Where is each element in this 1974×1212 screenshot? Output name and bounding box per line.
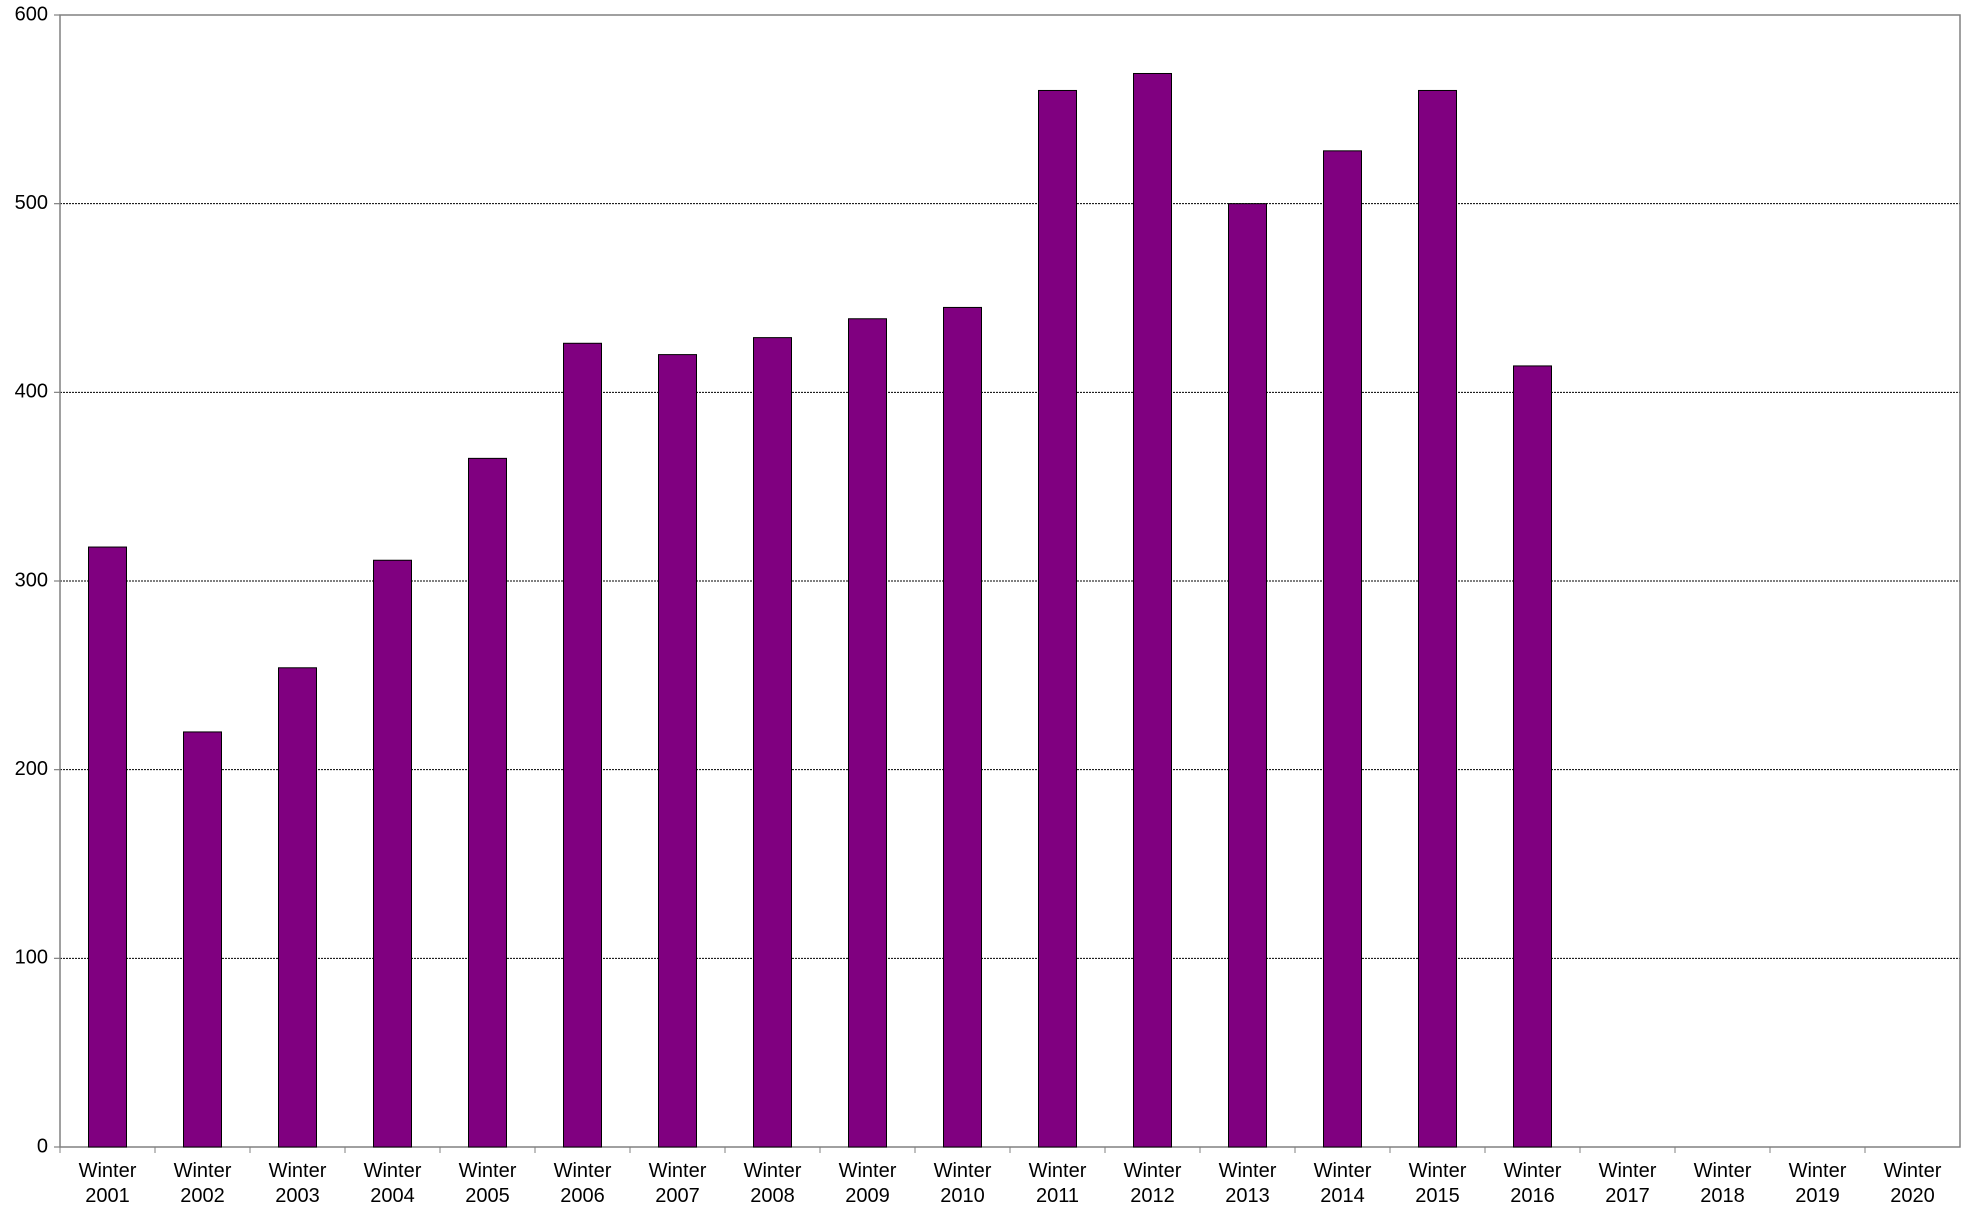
- x-tick-label-line: 2016: [1510, 1185, 1555, 1207]
- bar: [1133, 72, 1172, 1148]
- x-tick-label: Winter 2002: [174, 1160, 232, 1207]
- x-tick-label-line: 2001: [85, 1185, 130, 1207]
- x-tick-label: Winter 2018: [1694, 1160, 1752, 1207]
- x-tick-label-line: 2002: [180, 1185, 225, 1207]
- x-tick-label-line: 2018: [1700, 1185, 1745, 1207]
- x-tick-label-line: 2019: [1795, 1185, 1840, 1207]
- bar: [1323, 150, 1362, 1148]
- x-tick-label: Winter 2008: [744, 1160, 802, 1207]
- x-tick-label-line: Winter: [1504, 1160, 1562, 1182]
- x-tick-label-line: 2007: [655, 1185, 700, 1207]
- x-tick-label: Winter 2020: [1884, 1160, 1942, 1207]
- x-tick-label-line: Winter: [934, 1160, 992, 1182]
- x-tick-label-line: 2017: [1605, 1185, 1650, 1207]
- y-tick-label: 0: [37, 1135, 48, 1157]
- x-tick-label-line: 2005: [465, 1185, 510, 1207]
- x-tick-label-line: 2011: [1036, 1185, 1079, 1207]
- x-tick-label-line: Winter: [554, 1160, 612, 1182]
- bar: [848, 318, 887, 1148]
- x-tick-label-line: 2009: [845, 1185, 890, 1207]
- x-tick-label-line: Winter: [1219, 1160, 1277, 1182]
- x-tick-label: Winter 2013: [1219, 1160, 1277, 1207]
- x-tick-label-line: Winter: [364, 1160, 422, 1182]
- x-tick-label-line: Winter: [174, 1160, 232, 1182]
- x-tick-label-line: Winter: [744, 1160, 802, 1182]
- x-tick-label: Winter 2009: [839, 1160, 897, 1207]
- bar: [373, 559, 412, 1148]
- bar: [1038, 89, 1077, 1148]
- bar: [88, 546, 127, 1148]
- x-tick-label: Winter 2001: [79, 1160, 137, 1207]
- x-tick-label-line: Winter: [1599, 1160, 1657, 1182]
- x-tick-label-line: 2014: [1320, 1185, 1365, 1207]
- bar: [1228, 203, 1267, 1148]
- x-tick-label-line: 2006: [560, 1185, 605, 1207]
- x-tick-label-line: 2003: [275, 1185, 320, 1207]
- x-tick-label: Winter 2015: [1409, 1160, 1467, 1207]
- x-tick-label-line: Winter: [839, 1160, 897, 1182]
- bar: [183, 731, 222, 1148]
- x-tick-label: Winter 2017: [1599, 1160, 1657, 1207]
- x-tick-label: Winter 2011: [1029, 1160, 1087, 1207]
- bar: [468, 457, 507, 1148]
- x-tick-label-line: Winter: [649, 1160, 707, 1182]
- x-tick-label: Winter 2012: [1124, 1160, 1182, 1207]
- bar: [1418, 89, 1457, 1148]
- x-tick-label-line: Winter: [1694, 1160, 1752, 1182]
- x-tick-label: Winter 2006: [554, 1160, 612, 1207]
- bar: [658, 354, 697, 1148]
- y-tick-label: 100: [15, 947, 48, 969]
- x-tick-label-line: 2015: [1415, 1185, 1460, 1207]
- x-tick-label: Winter 2016: [1504, 1160, 1562, 1207]
- x-tick-label-line: Winter: [1029, 1160, 1087, 1182]
- x-tick-label-line: 2012: [1130, 1185, 1175, 1207]
- bar: [753, 337, 792, 1148]
- x-tick-label: Winter 2005: [459, 1160, 517, 1207]
- y-tick-label: 500: [15, 192, 48, 214]
- x-tick-label-line: 2004: [370, 1185, 415, 1207]
- x-tick-label: Winter 2014: [1314, 1160, 1372, 1207]
- x-tick-label-line: Winter: [79, 1160, 137, 1182]
- x-tick-label: Winter 2004: [364, 1160, 422, 1207]
- x-tick-label-line: 2010: [940, 1185, 985, 1207]
- x-tick-label-line: Winter: [1314, 1160, 1372, 1182]
- x-tick-label-line: Winter: [269, 1160, 327, 1182]
- y-tick-label: 600: [15, 3, 48, 25]
- x-tick-label-line: Winter: [1124, 1160, 1182, 1182]
- x-tick-label-line: 2013: [1225, 1185, 1270, 1207]
- y-tick-label: 400: [15, 381, 48, 403]
- x-tick-label-line: 2008: [750, 1185, 795, 1207]
- x-tick-label-line: Winter: [1884, 1160, 1942, 1182]
- x-tick-label: Winter 2019: [1789, 1160, 1847, 1207]
- x-tick-label-line: 2020: [1890, 1185, 1935, 1207]
- x-tick-label: Winter 2003: [269, 1160, 327, 1207]
- y-tick-label: 200: [15, 758, 48, 780]
- y-tick-label: 300: [15, 569, 48, 591]
- bar: [1513, 365, 1552, 1148]
- x-tick-label-line: Winter: [1409, 1160, 1467, 1182]
- x-tick-label: Winter 2007: [649, 1160, 707, 1207]
- bar: [278, 667, 317, 1148]
- x-tick-label-line: Winter: [459, 1160, 517, 1182]
- bar: [563, 342, 602, 1148]
- x-tick-label: Winter 2010: [934, 1160, 992, 1207]
- bar: [943, 306, 982, 1148]
- x-tick-label-line: Winter: [1789, 1160, 1847, 1182]
